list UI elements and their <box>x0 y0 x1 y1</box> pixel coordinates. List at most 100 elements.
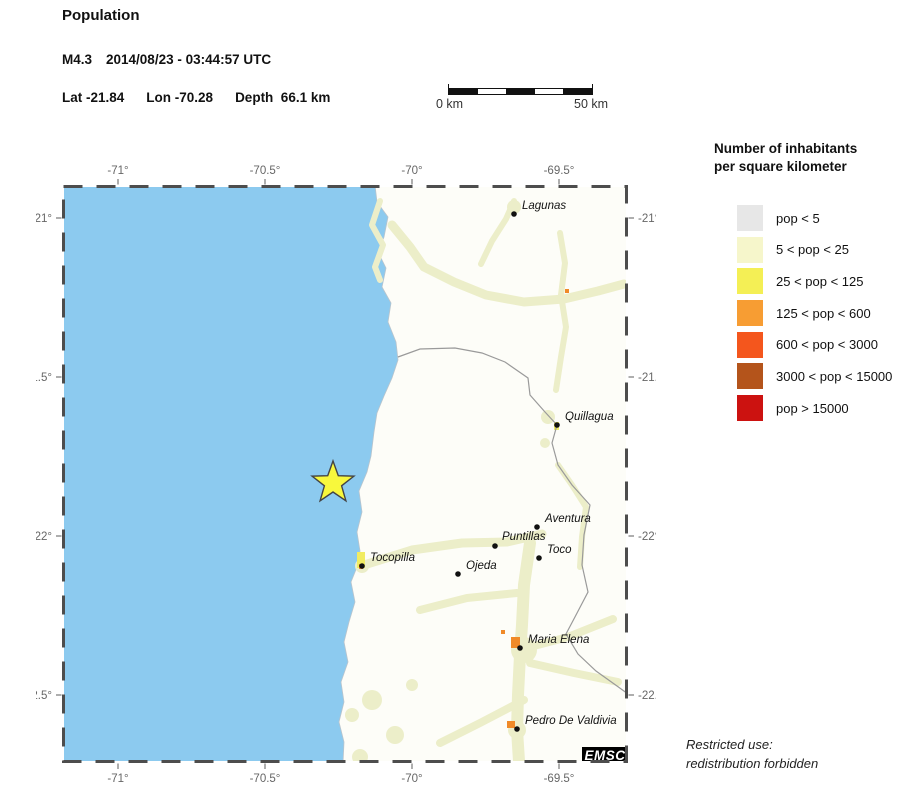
populated-area-patch <box>369 198 386 283</box>
populated-area-patch <box>540 438 550 448</box>
legend: pop < 5 5 < pop < 25 25 < pop < 125 125 … <box>737 205 892 427</box>
legend-swatch <box>737 236 763 263</box>
town-marker <box>536 555 542 561</box>
population-patch <box>511 637 520 648</box>
scale-bar-tick <box>448 84 449 89</box>
axis-label-lat: -22.5° <box>638 690 656 702</box>
restricted-use-note: Restricted use: redistribution forbidden <box>686 736 818 774</box>
axis-label-lat: -22° <box>638 531 656 543</box>
scale-bar: 0 km 50 km <box>436 84 608 114</box>
legend-row: pop < 5 <box>737 205 892 231</box>
populated-area-patch <box>526 659 622 686</box>
population-patch <box>501 630 505 634</box>
populated-area-patch <box>507 200 521 214</box>
axis-label-lon: -70.5° <box>250 165 281 177</box>
page-title: Population <box>62 7 140 24</box>
epicenter-star-icon <box>310 458 356 503</box>
town-marker <box>359 563 365 569</box>
lon-text: Lon -70.28 <box>146 90 214 105</box>
restricted-use-line2: redistribution forbidden <box>686 755 819 771</box>
scale-bar-tick <box>592 84 593 89</box>
town-marker <box>455 571 461 577</box>
town-label: Pedro De Valdivia <box>525 715 617 727</box>
town-label: Maria Elena <box>528 634 589 646</box>
populated-area-patch <box>359 529 547 570</box>
scale-bar-segment <box>477 89 507 94</box>
legend-label: 3000 < pop < 15000 <box>776 368 893 384</box>
scale-end-label: 50 km <box>574 97 609 111</box>
town-marker <box>534 524 540 530</box>
populated-area-patch <box>416 589 521 614</box>
populated-area-patch <box>387 220 626 307</box>
legend-swatch <box>737 300 763 327</box>
scale-bar-segment <box>449 89 478 94</box>
legend-swatch <box>737 268 763 295</box>
scale-bar-segments <box>448 88 593 95</box>
legend-swatch <box>737 363 763 390</box>
legend-row: 25 < pop < 125 <box>737 268 892 295</box>
legend-swatch-color <box>737 205 763 231</box>
town-label: Aventura <box>544 513 591 525</box>
populated-area-patch <box>386 726 404 744</box>
map-frame <box>62 185 628 763</box>
legend-swatch-color <box>737 300 763 327</box>
land <box>338 187 626 761</box>
axis-label-lat: -22.5° <box>36 690 52 702</box>
axis-label-lon: -70° <box>401 773 422 785</box>
datetime-text: 2014/08/23 - 03:44:57 UTC <box>106 52 272 67</box>
town-marker <box>511 211 517 217</box>
populated-area-patch <box>362 690 382 710</box>
town-marker <box>517 645 523 651</box>
town-label: Quillagua <box>565 411 614 423</box>
axis-label-lon: -69.5° <box>544 773 575 785</box>
populated-area-patch <box>352 749 368 761</box>
legend-swatch <box>737 205 763 231</box>
emsc-badge: EMSC <box>582 747 626 763</box>
map-canvas: Lagunas Quillagua Aventura Puntillas Toc… <box>36 165 656 785</box>
emsc-badge-label: EMSC <box>584 748 625 763</box>
lat-text: Lat -21.84 <box>62 90 125 105</box>
legend-label: pop < 5 <box>776 210 820 226</box>
scale-bar-segment <box>506 89 535 94</box>
restricted-use-line1: Restricted use: <box>686 737 773 752</box>
legend-row: pop > 15000 <box>737 395 892 422</box>
legend-swatch-color <box>737 268 763 295</box>
legend-row: 5 < pop < 25 <box>737 236 892 263</box>
population-patch <box>507 721 515 728</box>
populated-area-patch <box>541 410 555 424</box>
event-summary: M4.3 2014/08/23 - 03:44:57 UTC <box>62 52 285 67</box>
town-label: Toco <box>547 544 572 556</box>
emsc-badge-bg <box>582 747 626 761</box>
town-label: Tocopilla <box>370 552 415 564</box>
town-marker <box>514 726 520 732</box>
axis-label-lat: -22° <box>36 531 52 543</box>
legend-title-line1: Number of inhabitants <box>714 141 858 156</box>
legend-row: 600 < pop < 3000 <box>737 331 892 358</box>
legend-swatch-color <box>737 363 763 390</box>
populated-area-patch <box>553 230 569 393</box>
legend-swatch-color <box>737 395 763 422</box>
legend-swatch <box>737 331 763 358</box>
axis-label-lon: -70° <box>401 165 422 177</box>
axis-ticks <box>56 179 634 769</box>
legend-title-line2: per square kilometer <box>714 159 847 175</box>
town-marker <box>554 422 560 428</box>
axis-label-lon: -71° <box>107 773 128 785</box>
town-marker <box>492 543 498 549</box>
axis-label-lon: -69.5° <box>544 165 575 177</box>
legend-label: 5 < pop < 25 <box>776 242 850 258</box>
population-patch <box>357 552 365 568</box>
axis-label-lat: -21° <box>638 213 656 225</box>
event-coordinates: Lat -21.84 Lon -70.28 Depth 66.1 km <box>62 90 352 105</box>
legend-title: Number of inhabitants per square kilomet… <box>714 140 857 176</box>
magnitude-text: M4.3 <box>62 52 93 67</box>
legend-swatch-color <box>737 331 763 358</box>
town-label: Ojeda <box>466 560 497 572</box>
scale-bar-segment <box>534 89 564 94</box>
legend-label: 600 < pop < 3000 <box>776 337 878 353</box>
legend-label: 25 < pop < 125 <box>776 273 864 289</box>
legend-label: pop > 15000 <box>776 400 849 416</box>
towns: Lagunas Quillagua Aventura Puntillas Toc… <box>359 200 617 732</box>
axis-label-lat: -21.5° <box>36 372 52 384</box>
